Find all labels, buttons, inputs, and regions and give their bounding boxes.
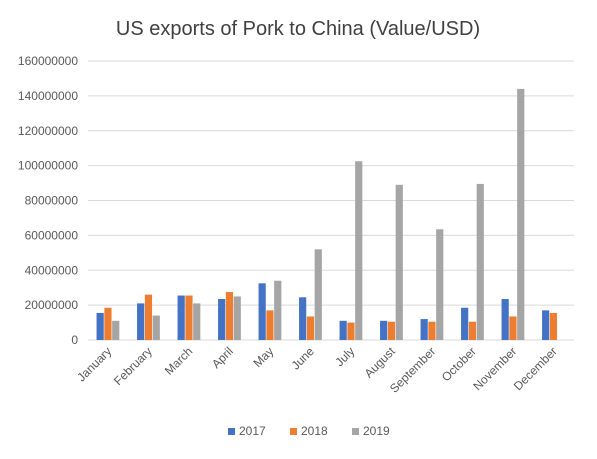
legend: 2017 2018 2019: [228, 424, 390, 438]
bar-2018-september: [428, 321, 436, 340]
bar-2018-may: [266, 310, 274, 340]
x-tick-label: June: [289, 344, 318, 373]
y-tick-label: 0: [71, 333, 78, 347]
x-tick-label: March: [162, 344, 195, 377]
bar-2018-november: [509, 316, 517, 340]
bar-2017-march: [177, 295, 185, 340]
legend-swatch-2018: [290, 428, 297, 435]
bar-2019-april: [233, 296, 241, 340]
x-tick-label: May: [250, 344, 276, 370]
y-tick-label: 60000000: [25, 228, 79, 242]
bar-2018-october: [468, 321, 477, 340]
y-tick-label: 120000000: [18, 124, 78, 138]
bar-2019-february: [152, 315, 160, 340]
bar-2019-july: [355, 161, 363, 340]
y-tick-label: 40000000: [25, 263, 79, 277]
bar-2018-june: [306, 316, 315, 340]
y-tick-label: 100000000: [18, 159, 78, 173]
bar-2017-december: [542, 310, 550, 340]
x-tick-label: February: [111, 344, 155, 388]
legend-swatch-2017: [228, 428, 235, 435]
bar-2018-january: [104, 307, 112, 340]
bar-2018-july: [347, 322, 355, 340]
bar-2017-july: [339, 320, 347, 340]
x-tick-label: January: [74, 344, 114, 384]
y-tick-label: 160000000: [18, 54, 78, 68]
x-tick-label: October: [439, 344, 479, 384]
bar-2019-august: [395, 184, 403, 340]
bar-2019-june: [314, 249, 322, 340]
bars: [96, 88, 558, 341]
bar-2017-november: [501, 299, 509, 340]
x-tick-label: August: [362, 344, 399, 381]
gridlines: [88, 60, 574, 341]
bar-2017-october: [461, 307, 469, 340]
legend-label-2018: 2018: [301, 424, 328, 438]
x-tick-label: December: [511, 344, 560, 393]
bar-2017-february: [137, 303, 145, 340]
x-tick-label: April: [209, 344, 236, 371]
bar-2019-january: [112, 320, 120, 340]
bar-2018-august: [387, 321, 396, 340]
bar-2019-november: [517, 88, 525, 341]
x-tick-label: July: [332, 344, 357, 369]
bar-2017-may: [258, 283, 266, 340]
chart-title: US exports of Pork to China (Value/USD): [116, 18, 480, 40]
legend-label-2017: 2017: [239, 424, 266, 438]
bar-2019-march: [193, 303, 201, 340]
bar-2017-january: [96, 312, 104, 340]
bar-2019-may: [274, 280, 282, 340]
bar-2017-april: [218, 299, 226, 340]
legend-swatch-2019: [352, 428, 359, 435]
legend-label-2019: 2019: [363, 424, 390, 438]
bar-2018-april: [225, 292, 234, 340]
bar-2017-september: [420, 319, 428, 340]
y-tick-label: 20000000: [25, 298, 79, 312]
y-axis-ticks: 0 20000000 40000000 60000000 80000000 1000000…: [18, 54, 78, 347]
y-tick-label: 80000000: [25, 194, 79, 208]
bar-2019-october: [476, 183, 484, 340]
bar-2018-february: [144, 294, 153, 340]
bar-2019-september: [436, 229, 444, 340]
bar-2018-december: [549, 312, 558, 340]
bar-2018-march: [185, 295, 193, 340]
bar-2017-june: [299, 297, 307, 340]
bar-2017-august: [380, 320, 388, 340]
y-tick-label: 140000000: [18, 89, 78, 103]
